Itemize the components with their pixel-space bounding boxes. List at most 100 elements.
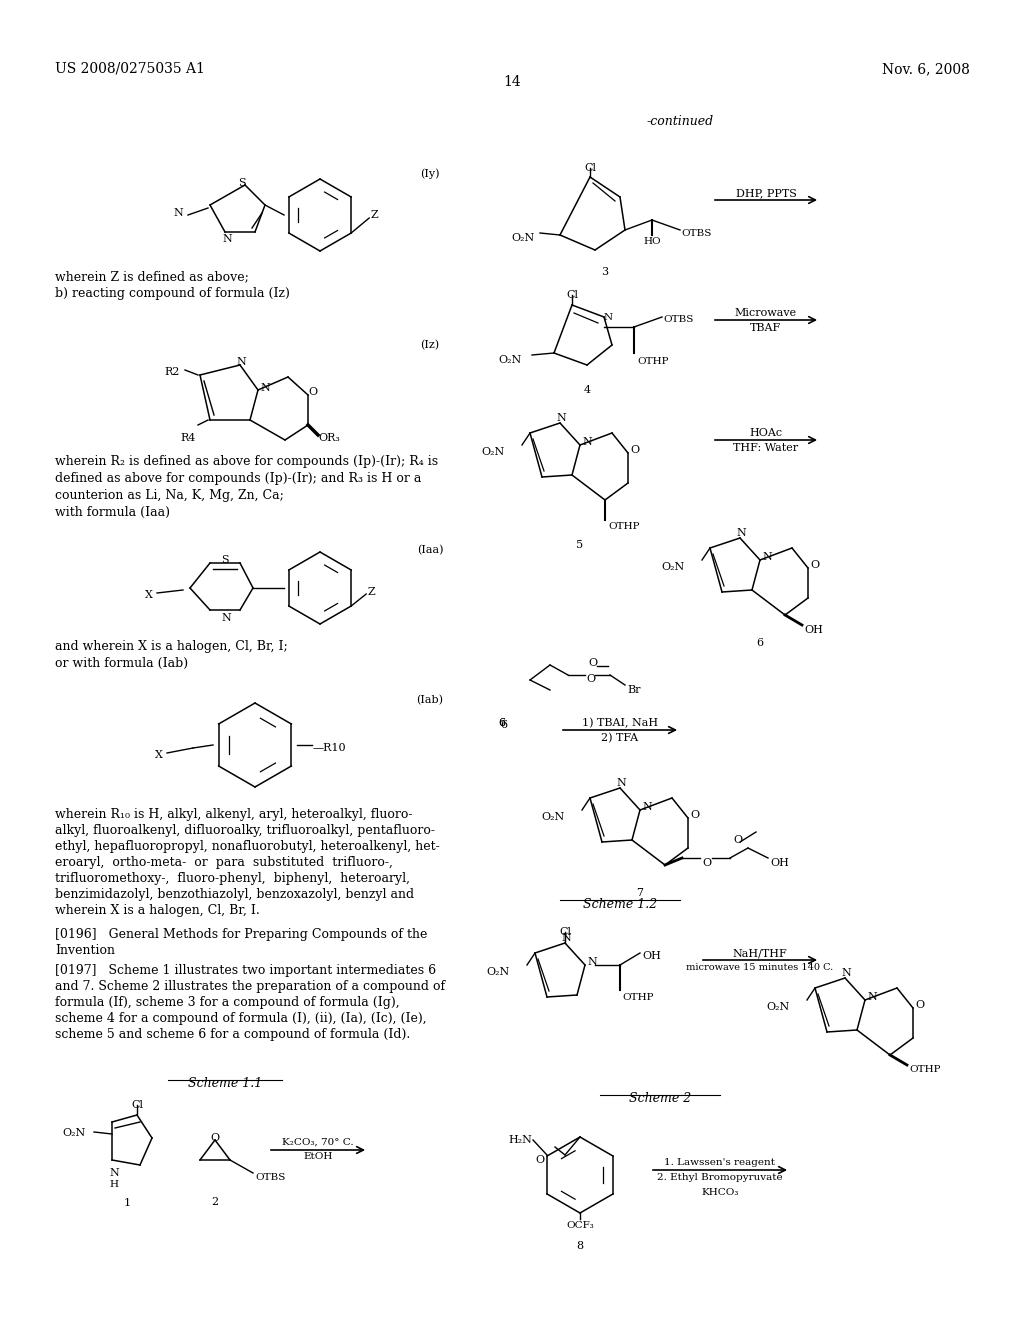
Text: OTHP: OTHP: [622, 993, 653, 1002]
Text: O: O: [690, 810, 699, 820]
Text: R4: R4: [180, 433, 196, 444]
Text: OTBS: OTBS: [663, 315, 693, 323]
Text: eroaryl,  ortho-meta-  or  para  substituted  trifluoro-,: eroaryl, ortho-meta- or para substituted…: [55, 855, 393, 869]
Text: Cl: Cl: [559, 927, 571, 937]
Text: O₂N: O₂N: [62, 1129, 86, 1138]
Text: 6: 6: [499, 718, 506, 729]
Text: or with formula (Iab): or with formula (Iab): [55, 657, 188, 671]
Text: wherein R₂ is defined as above for compounds (Ip)-(Ir); R₄ is: wherein R₂ is defined as above for compo…: [55, 455, 438, 469]
Text: 1: 1: [124, 1199, 131, 1208]
Text: O₂N: O₂N: [542, 812, 565, 822]
Text: trifluoromethoxy-,  fluoro-phenyl,  biphenyl,  heteroaryl,: trifluoromethoxy-, fluoro-phenyl, biphen…: [55, 873, 410, 884]
Text: wherein Z is defined as above;: wherein Z is defined as above;: [55, 271, 249, 282]
Text: N: N: [642, 803, 651, 812]
Text: Cl: Cl: [566, 290, 578, 300]
Text: N: N: [237, 356, 246, 367]
Text: OH: OH: [804, 624, 823, 635]
Text: OTHP: OTHP: [909, 1065, 940, 1074]
Text: NaH/THF: NaH/THF: [732, 948, 787, 958]
Text: N: N: [867, 993, 877, 1002]
Text: Z: Z: [368, 587, 375, 597]
Text: N: N: [736, 528, 745, 539]
Text: N: N: [587, 957, 597, 968]
Text: O: O: [915, 1001, 924, 1010]
Text: 6: 6: [757, 638, 764, 648]
Text: R2: R2: [164, 367, 179, 378]
Text: formula (If), scheme 3 for a compound of formula (Ig),: formula (If), scheme 3 for a compound of…: [55, 997, 399, 1008]
Text: (Iab): (Iab): [417, 696, 443, 705]
Text: Invention: Invention: [55, 944, 115, 957]
Text: O₂N: O₂N: [486, 968, 510, 977]
Text: OH: OH: [770, 858, 788, 869]
Text: OTHP: OTHP: [608, 521, 640, 531]
Text: 14: 14: [503, 75, 521, 88]
Text: N: N: [616, 777, 626, 788]
Text: Scheme 1.2: Scheme 1.2: [583, 898, 657, 911]
Text: 8: 8: [577, 1241, 584, 1251]
Text: O₂N: O₂N: [662, 562, 685, 572]
Text: O: O: [308, 387, 317, 397]
Text: defined as above for compounds (Ip)-(Ir); and R₃ is H or a: defined as above for compounds (Ip)-(Ir)…: [55, 473, 421, 484]
Text: O: O: [702, 858, 711, 869]
Text: 1. Lawssen's reagent: 1. Lawssen's reagent: [665, 1158, 775, 1167]
Text: (Iaa): (Iaa): [417, 545, 443, 556]
Text: US 2008/0275035 A1: US 2008/0275035 A1: [55, 62, 205, 77]
Text: N: N: [556, 413, 566, 422]
Text: N: N: [221, 612, 230, 623]
Text: (Iy): (Iy): [420, 168, 439, 178]
Text: 1) TBAI, NaH: 1) TBAI, NaH: [582, 718, 658, 729]
Text: b) reacting compound of formula (Iz): b) reacting compound of formula (Iz): [55, 286, 290, 300]
Text: N: N: [604, 313, 613, 322]
Text: KHCO₃: KHCO₃: [701, 1188, 738, 1197]
Text: HO: HO: [643, 238, 660, 246]
Text: benzimidazolyl, benzothiazolyl, benzoxazolyl, benzyl and: benzimidazolyl, benzothiazolyl, benzoxaz…: [55, 888, 414, 902]
Text: 3: 3: [601, 267, 608, 277]
Text: Cl: Cl: [131, 1100, 143, 1110]
Text: microwave 15 minutes 140 C.: microwave 15 minutes 140 C.: [686, 964, 834, 972]
Text: OTBS: OTBS: [681, 228, 712, 238]
Text: K₂CO₃, 70° C.: K₂CO₃, 70° C.: [283, 1138, 354, 1147]
Text: O: O: [211, 1133, 219, 1143]
Text: 4: 4: [584, 385, 591, 395]
Text: H₂N: H₂N: [508, 1135, 531, 1144]
Text: S: S: [239, 178, 246, 187]
Text: THF: Water: THF: Water: [733, 444, 799, 453]
Text: scheme 5 and scheme 6 for a compound of formula (Id).: scheme 5 and scheme 6 for a compound of …: [55, 1028, 411, 1041]
Text: S: S: [221, 554, 228, 565]
Text: OH: OH: [642, 950, 660, 961]
Text: Nov. 6, 2008: Nov. 6, 2008: [882, 62, 970, 77]
Text: O: O: [586, 675, 595, 684]
Text: N: N: [762, 552, 772, 562]
Text: N: N: [582, 437, 592, 447]
Text: Scheme 1.1: Scheme 1.1: [187, 1077, 262, 1090]
Text: OTHP: OTHP: [637, 356, 669, 366]
Text: 6: 6: [499, 718, 506, 729]
Text: 2. Ethyl Bromopyruvate: 2. Ethyl Bromopyruvate: [657, 1173, 782, 1181]
Text: N: N: [841, 968, 851, 978]
Text: 2) TFA: 2) TFA: [601, 733, 639, 743]
Text: O₂N: O₂N: [481, 447, 505, 457]
Text: and 7. Scheme 2 illustrates the preparation of a compound of: and 7. Scheme 2 illustrates the preparat…: [55, 979, 445, 993]
Text: OR₃: OR₃: [318, 433, 340, 444]
Text: and wherein X is a halogen, Cl, Br, I;: and wherein X is a halogen, Cl, Br, I;: [55, 640, 288, 653]
Text: N: N: [561, 933, 570, 942]
Text: wherein X is a halogen, Cl, Br, I.: wherein X is a halogen, Cl, Br, I.: [55, 904, 260, 917]
Text: ethyl, hepafluoropropyl, nonafluorobutyl, heteroalkenyl, het-: ethyl, hepafluoropropyl, nonafluorobutyl…: [55, 840, 439, 853]
Text: scheme 4 for a compound of formula (I), (ii), (Ia), (Ic), (Ie),: scheme 4 for a compound of formula (I), …: [55, 1012, 427, 1026]
Text: 5: 5: [577, 540, 584, 550]
Text: Z: Z: [371, 210, 378, 220]
Text: X: X: [155, 750, 163, 760]
Text: Microwave: Microwave: [735, 308, 797, 318]
Text: [0197]   Scheme 1 illustrates two important intermediates 6: [0197] Scheme 1 illustrates two importan…: [55, 964, 436, 977]
Text: N: N: [222, 234, 231, 244]
Text: counterion as Li, Na, K, Mg, Zn, Ca;: counterion as Li, Na, K, Mg, Zn, Ca;: [55, 488, 284, 502]
Text: Br: Br: [627, 685, 640, 696]
Text: N: N: [110, 1168, 119, 1177]
Text: X: X: [145, 590, 153, 601]
Text: HOAc: HOAc: [750, 428, 782, 438]
Text: O: O: [630, 445, 639, 455]
Text: 6: 6: [500, 719, 507, 730]
Text: O: O: [589, 657, 598, 668]
Text: alkyl, fluoroalkenyl, difluoroalky, trifluoroalkyl, pentafluoro-: alkyl, fluoroalkenyl, difluoroalky, trif…: [55, 824, 435, 837]
Text: Scheme 2: Scheme 2: [629, 1092, 691, 1105]
